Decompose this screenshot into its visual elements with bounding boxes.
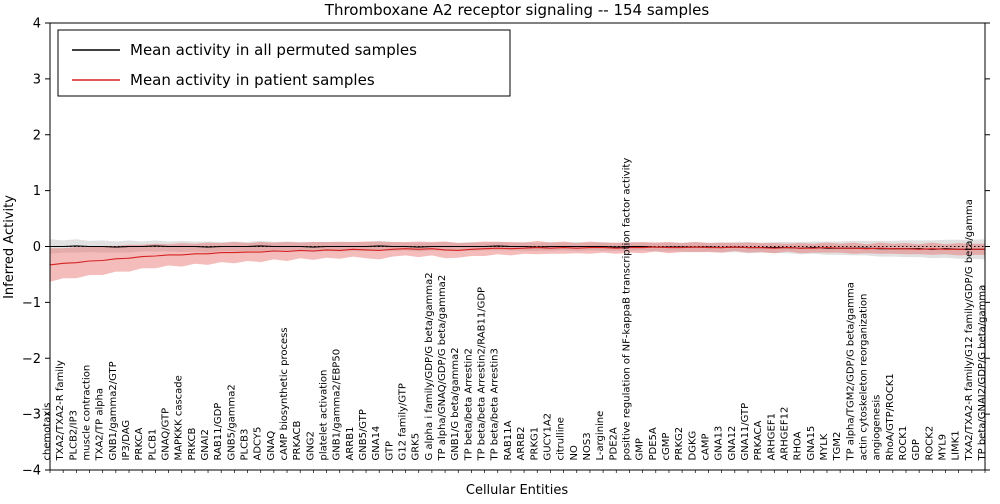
x-tick-label: TP alpha/GNAQ/GDP/G beta/gamma2 (437, 275, 448, 462)
legend: Mean activity in all permuted samples Me… (57, 29, 511, 97)
x-tick-label: platelet activation (319, 370, 330, 461)
y-tick-label: 4 (33, 17, 41, 32)
x-tick-label: PRKACA (753, 420, 764, 460)
y-tick-label: −3 (22, 408, 41, 423)
x-tick-label: TGM2 (832, 432, 843, 462)
x-tick-label: GNA15 (806, 426, 817, 461)
x-tick-label: TP beta/beta Arrestin3 (490, 348, 501, 461)
x-tick-label: GNB1/gamma2/GTP (108, 361, 119, 460)
legend-box (57, 29, 511, 97)
x-tick-label: GNA11/GTP (740, 403, 751, 461)
x-tick-label: ROCK2 (924, 426, 935, 461)
x-tick-label: PLCB2/IP3 (68, 410, 79, 461)
x-tick-label: GNA12 (727, 426, 738, 461)
x-tick-label: cGMP (661, 433, 672, 461)
x-tick-label: GNAQ (266, 431, 277, 461)
x-tick-label: ARRB2 (516, 427, 527, 461)
x-tick-label: actin cytoskeleton reorganization (858, 294, 869, 461)
x-tick-label: LIMK1 (951, 430, 962, 460)
x-tick-label: GMP (635, 438, 646, 460)
x-tick-label: TP beta/GNAI2/GDP/G beta/gamma (977, 285, 988, 462)
x-tick-label: GNB1/G beta/gamma2 (450, 347, 461, 460)
x-tick-label: GDP (911, 439, 922, 460)
x-tick-label: G alpha i family/GDP/G beta/gamma2 (424, 272, 435, 460)
x-tick-label: L-arginine (595, 411, 606, 461)
x-tick-label: GNB5/GTP (358, 409, 369, 460)
y-tick-label: −4 (22, 464, 41, 479)
permuted-band (50, 239, 985, 260)
x-tick-label: ARHGEF1 (766, 413, 777, 461)
x-tick-label: RAB11A (503, 421, 514, 461)
x-tick-label: MYLK (819, 433, 830, 460)
x-tick-label: G12 family/GTP (398, 383, 409, 460)
x-tick-label: ROCK1 (898, 426, 909, 461)
x-tick-label: RhoA/GTP/ROCK1 (885, 373, 896, 460)
y-tick-label: 0 (33, 240, 41, 255)
x-tick-label: positive regulation of NF-kappaB transcr… (621, 158, 632, 461)
x-tick-label: PLCB1 (147, 429, 158, 461)
x-tick-label: GTP (384, 441, 395, 461)
x-tick-label: PDE2A (608, 427, 619, 460)
x-tick-label: PLCB3 (240, 429, 251, 461)
x-tick-label: GNB5/gamma2 (226, 384, 237, 460)
x-tick-label: muscle contraction (82, 365, 93, 461)
x-tick-label: PRKACB (292, 420, 303, 460)
legend-label-patient: Mean activity in patient samples (130, 71, 375, 89)
x-tick-label: TXA2/TXA2-R family (55, 360, 66, 461)
x-tick-label: TP beta/beta Arrestin2 (463, 348, 474, 461)
y-tick-label: 1 (33, 184, 41, 199)
x-tick-label: ADCY5 (253, 427, 264, 461)
legend-label-permuted: Mean activity in all permuted samples (130, 41, 417, 59)
x-tick-label: cAMP (700, 434, 711, 461)
x-tick-label: RHOA (793, 431, 804, 460)
x-tick-label: DGKG (687, 431, 698, 461)
x-tick-label: NOS3 (582, 432, 593, 460)
x-tick-label: TXA2/TXA2-R family/G12 family/GDP/G beta… (964, 199, 975, 461)
x-tick-label: MAPKKK cascade (174, 375, 185, 460)
x-tick-label: PRKCB (187, 428, 198, 461)
chart-title: Thromboxane A2 receptor signaling -- 154… (324, 1, 710, 19)
y-axis-label: Inferred Activity (2, 195, 17, 299)
x-tick-label: PRKG1 (529, 427, 540, 461)
x-tick-label: ARHGEF12 (779, 407, 790, 461)
y-tick-label: −2 (22, 352, 41, 367)
x-tick-label: RAB11/GDP (213, 403, 224, 461)
x-tick-label: GRK5 (411, 433, 422, 461)
x-tick-label: GUCY1A2 (542, 413, 553, 461)
x-tick-label: GNA14 (371, 426, 382, 461)
x-tick-label: MYL9 (937, 434, 948, 461)
x-tick-label: cAMP biosynthetic process (279, 327, 290, 460)
y-tick-label: 3 (33, 72, 41, 87)
x-tick-label: GNAI2 (200, 429, 211, 460)
x-axis-label: Cellular Entities (466, 483, 568, 498)
x-tick-label: citrulline (556, 417, 567, 460)
x-tick-label: ARRB1 (345, 427, 356, 461)
x-tick-label: PRKG2 (674, 427, 685, 461)
x-tick-label: chemotaxis (42, 403, 53, 461)
y-tick-label: 2 (33, 128, 41, 143)
x-tick-label: IP3/DAG (121, 420, 132, 461)
x-tick-label: GNAQ/GTP (161, 408, 172, 461)
patient-mean-line (49, 246, 985, 266)
x-tick-label: TP beta/beta Arrestin2/RAB11/GDP (477, 287, 488, 462)
x-tick-label: GNG2 (305, 431, 316, 460)
x-tick-label: GNB1/gamma2/EBP50 (332, 349, 343, 461)
x-tick-label: angiogenesis (872, 395, 883, 461)
x-tick-label: GNA13 (714, 426, 725, 461)
y-tick-label: −1 (22, 296, 41, 311)
x-tick-label: TXA2/TP alpha (95, 388, 106, 462)
x-tick-label: TP alpha/TGM2/GDP/G beta/gamma (845, 282, 856, 461)
x-tick-label: NO (569, 445, 580, 460)
x-tick-label: PRKCA (134, 428, 145, 461)
x-tick-label: PDE5A (648, 427, 659, 460)
